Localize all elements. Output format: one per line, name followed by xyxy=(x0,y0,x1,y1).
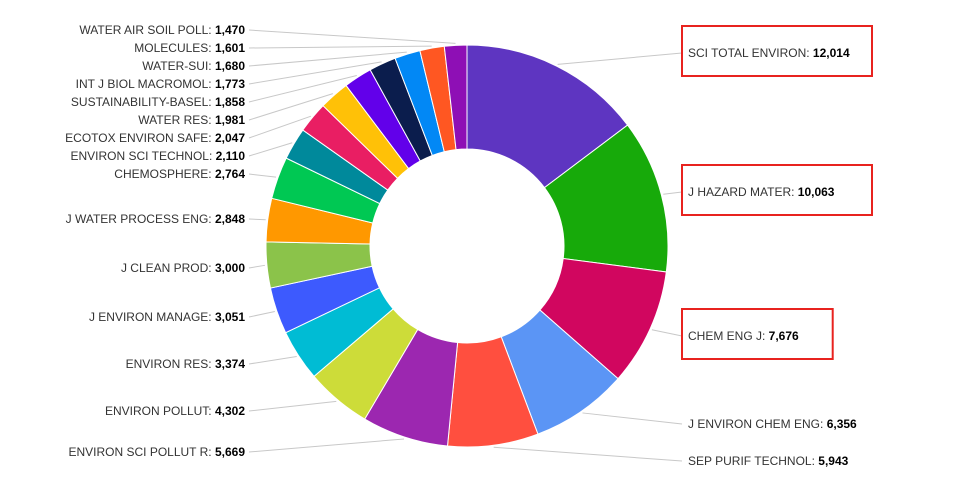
leader-line-water-res xyxy=(248,93,334,121)
label-name: WATER AIR SOIL POLL: xyxy=(79,23,215,37)
highlight-box-sci-total-environ xyxy=(681,25,873,77)
label-name: INT J BIOL MACROMOL: xyxy=(76,77,215,91)
label-value: 10,063 xyxy=(798,185,835,199)
label-name: ENVIRON RES: xyxy=(126,357,215,371)
label-j-environ-manage: J ENVIRON MANAGE: 3,051 xyxy=(89,310,245,324)
label-name: J ENVIRON CHEM ENG: xyxy=(688,417,827,431)
leader-line-int-j-biol-macromol xyxy=(248,61,382,85)
label-value: 1,470 xyxy=(215,23,245,37)
label-value: 6,356 xyxy=(827,417,857,431)
label-value: 2,047 xyxy=(215,131,245,145)
label-name: CHEMOSPHERE: xyxy=(114,167,215,181)
leader-line-environ-sci-technol xyxy=(248,142,293,157)
label-name: SEP PURIF TECHNOL: xyxy=(688,454,818,468)
leader-line-sci-total-environ xyxy=(557,52,683,65)
leader-line-j-environ-chem-eng xyxy=(582,412,683,425)
leader-line-ecotox-environ-safe xyxy=(248,115,312,139)
label-water-res: WATER RES: 1,981 xyxy=(138,113,245,127)
highlight-box-j-hazard-mater xyxy=(681,164,873,216)
label-name: J ENVIRON MANAGE: xyxy=(89,310,215,324)
label-environ-res: ENVIRON RES: 3,374 xyxy=(126,357,246,371)
slice-sci-total-environ[interactable] xyxy=(466,44,629,189)
leader-line-water-air-soil-poll xyxy=(248,29,456,44)
label-sci-total-environ: SCI TOTAL ENVIRON: 12,014 xyxy=(688,46,850,60)
highlight-boxes xyxy=(681,25,873,360)
label-molecules: MOLECULES: 1,601 xyxy=(134,41,245,55)
label-int-j-biol-macromol: INT J BIOL MACROMOL: 1,773 xyxy=(76,77,246,91)
leader-line-j-hazard-mater xyxy=(663,191,683,195)
label-name: WATER RES: xyxy=(138,113,215,127)
label-sustainability-basel: SUSTAINABILITY-BASEL: 1,858 xyxy=(71,95,245,109)
label-value: 4,302 xyxy=(215,404,245,418)
label-j-environ-chem-eng: J ENVIRON CHEM ENG: 6,356 xyxy=(688,417,857,431)
label-j-hazard-mater: J HAZARD MATER: 10,063 xyxy=(688,185,835,199)
slice-labels: SCI TOTAL ENVIRON: 12,014 J HAZARD MATER:… xyxy=(65,23,857,468)
leader-line-water-sui xyxy=(248,51,407,67)
highlight-box-chem-eng-j xyxy=(681,308,834,360)
leader-line-j-environ-manage xyxy=(248,310,275,318)
label-value: 1,601 xyxy=(215,41,245,55)
label-name: SCI TOTAL ENVIRON: xyxy=(688,46,813,60)
leader-line-sustainability-basel xyxy=(248,75,357,103)
label-value: 3,374 xyxy=(215,357,245,371)
label-value: 5,943 xyxy=(818,454,848,468)
label-name: ENVIRON SCI TECHNOL: xyxy=(70,149,215,163)
label-j-water-process-eng: J WATER PROCESS ENG: 2,848 xyxy=(66,212,246,226)
label-water-sui: WATER-SUI: 1,680 xyxy=(142,59,245,73)
label-value: 12,014 xyxy=(813,46,850,60)
label-sep-purif-technol: SEP PURIF TECHNOL: 5,943 xyxy=(688,454,849,468)
label-name: ECOTOX ENVIRON SAFE: xyxy=(65,131,215,145)
label-name: CHEM ENG J: xyxy=(688,329,769,343)
donut-slices xyxy=(265,44,669,448)
label-environ-sci-pollut-r: ENVIRON SCI POLLUT R: 5,669 xyxy=(68,445,245,459)
label-value: 2,110 xyxy=(216,149,246,163)
leader-line-sep-purif-technol xyxy=(493,446,683,462)
leader-line-chemosphere xyxy=(248,173,277,178)
slice-water-air-soil-poll[interactable] xyxy=(443,44,468,151)
label-ecotox-environ-safe: ECOTOX ENVIRON SAFE: 2,047 xyxy=(65,131,245,145)
leader-lines xyxy=(248,29,683,462)
label-water-air-soil-poll: WATER AIR SOIL POLL: 1,470 xyxy=(79,23,245,37)
label-value: 7,676 xyxy=(769,329,799,343)
label-value: 3,051 xyxy=(215,310,245,324)
label-name: ENVIRON POLLUT: xyxy=(105,404,215,418)
leader-line-chem-eng-j xyxy=(651,329,683,337)
label-value: 3,000 xyxy=(215,261,245,275)
label-environ-pollut: ENVIRON POLLUT: 4,302 xyxy=(105,404,245,418)
leader-line-environ-res xyxy=(248,356,297,365)
label-value: 2,848 xyxy=(215,212,245,226)
label-value: 1,858 xyxy=(215,95,245,109)
label-value: 2,764 xyxy=(215,167,245,181)
label-value: 1,981 xyxy=(215,113,245,127)
label-j-clean-prod: J CLEAN PROD: 3,000 xyxy=(121,261,245,275)
leader-line-environ-pollut xyxy=(248,400,337,412)
label-name: WATER-SUI: xyxy=(142,59,215,73)
label-value: 1,773 xyxy=(215,77,245,91)
label-name: SUSTAINABILITY-BASEL: xyxy=(71,95,215,109)
label-name: J WATER PROCESS ENG: xyxy=(66,212,215,226)
leader-line-j-water-process-eng xyxy=(248,218,266,221)
label-name: ENVIRON SCI POLLUT R: xyxy=(68,445,214,459)
leader-line-environ-sci-pollut-r xyxy=(248,438,405,453)
label-environ-sci-technol: ENVIRON SCI TECHNOL: 2,110 xyxy=(70,149,245,163)
label-value: 5,669 xyxy=(215,445,245,459)
label-chem-eng-j: CHEM ENG J: 7,676 xyxy=(688,329,799,343)
leader-line-j-clean-prod xyxy=(248,264,266,269)
label-name: J HAZARD MATER: xyxy=(688,185,798,199)
label-chemosphere: CHEMOSPHERE: 2,764 xyxy=(114,167,245,181)
label-name: J CLEAN PROD: xyxy=(121,261,215,275)
label-name: MOLECULES: xyxy=(134,41,215,55)
label-value: 1,680 xyxy=(215,59,245,73)
leader-line-molecules xyxy=(248,45,432,49)
